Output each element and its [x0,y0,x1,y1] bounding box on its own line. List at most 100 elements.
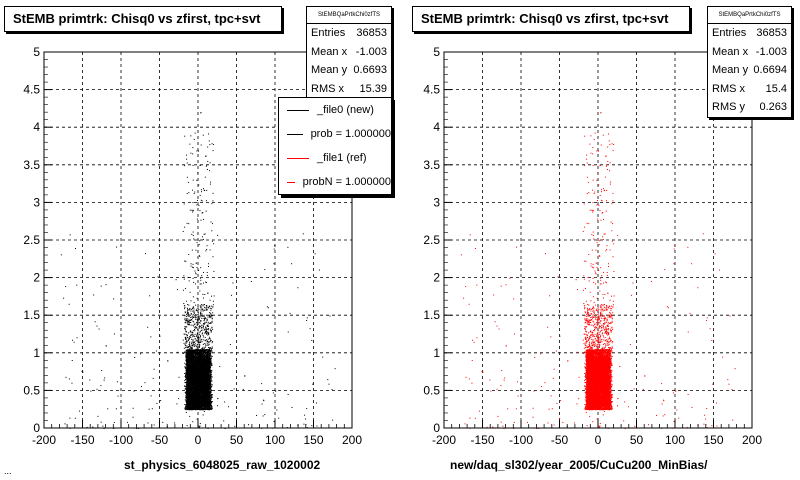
data-point [197,352,199,354]
data-point [202,408,204,410]
data-point [189,355,191,357]
data-point [209,400,211,402]
data-point [205,405,207,407]
data-point [190,405,192,407]
data-point [185,351,187,353]
data-point [192,324,194,326]
data-point [207,405,209,407]
data-point [195,327,197,329]
data-point [196,406,198,408]
data-point [208,353,210,355]
data-point [207,354,209,356]
data-point [209,361,211,363]
data-point [192,407,194,409]
data-point [211,396,213,398]
data-point [209,368,211,370]
data-point [203,349,205,351]
data-point [189,355,191,357]
data-point [209,359,211,361]
data-point [210,330,212,332]
data-point [209,338,211,340]
data-point [205,354,207,356]
data-point [193,307,195,309]
data-point [209,396,211,398]
data-point [190,354,192,356]
data-point [201,333,203,335]
data-point [197,343,199,345]
data-point [192,349,194,351]
data-point [209,386,211,388]
data-point [193,353,195,355]
data-point [211,320,213,322]
data-point [188,352,190,354]
data-point [210,407,212,409]
data-point [189,353,191,355]
data-point [190,354,192,356]
data-point [209,389,211,391]
data-point [206,354,208,356]
data-point [185,341,187,343]
data-point [194,355,196,357]
data-point [190,336,192,338]
data-point [198,346,200,348]
data-point [206,352,208,354]
data-point [202,354,204,356]
data-point [209,336,211,338]
data-point [191,348,193,350]
data-point [202,348,204,350]
data-point [209,353,211,355]
data-point [207,355,209,357]
data-point [192,317,194,319]
data-point [194,330,196,332]
data-point [199,350,201,352]
data-point [184,388,186,390]
data-point [204,350,206,352]
data-point [209,322,211,324]
data-point [208,352,210,354]
data-point [209,359,211,361]
data-point [184,336,186,338]
data-point [198,312,200,314]
data-point [187,308,189,310]
data-point [210,363,212,365]
data-point [202,305,204,307]
data-point [194,354,196,356]
data-point [191,316,193,318]
data-point [210,389,212,391]
data-point [207,344,209,346]
data-point [197,406,199,408]
data-point [200,350,202,352]
data-point [211,357,213,359]
data-point [210,369,212,371]
data-point [203,355,205,357]
data-point [196,344,198,346]
data-point [193,406,195,408]
data-point [204,353,206,355]
data-point [190,405,192,407]
data-point [205,350,207,352]
data-point [208,349,210,351]
data-point [188,351,190,353]
data-point [202,343,204,345]
data-point [204,332,206,334]
data-point [195,354,197,356]
data-point [202,332,204,334]
data-point [209,391,211,393]
data-point [199,351,201,353]
data-point [207,353,209,355]
data-point [208,338,210,340]
data-point [210,377,212,379]
data-point [202,352,204,354]
data-point [185,370,187,372]
data-point [205,408,207,410]
data-point [202,350,204,352]
data-point [197,329,199,331]
data-point [210,384,212,386]
data-point [210,365,212,367]
data-point [209,392,211,394]
data-point [193,355,195,357]
data-point [209,397,211,399]
data-point [207,407,209,409]
data-point [209,361,211,363]
data-point [186,352,188,354]
